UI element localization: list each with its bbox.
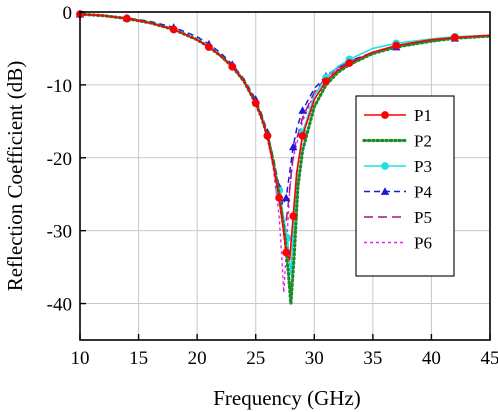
legend-box	[355, 95, 455, 277]
data-point-p1	[298, 132, 307, 140]
legend: P1 P2 P3 P4 P5 P6	[355, 95, 455, 277]
legend-label: P3	[414, 157, 432, 176]
legend-marker	[381, 111, 389, 119]
series-p1	[76, 10, 491, 261]
legend-item-p2: P2	[362, 132, 432, 151]
data-point-p1	[122, 14, 131, 23]
data-point-p1	[289, 212, 298, 220]
data-point-p1	[228, 62, 237, 71]
x-tick-label: 25	[246, 348, 265, 369]
legend-label: P1	[414, 106, 432, 125]
data-point-p1	[282, 248, 291, 257]
series-line-p1	[79, 13, 491, 261]
y-tick-label: -20	[47, 149, 72, 170]
legend-item-p5: P5	[364, 208, 432, 227]
data-point-p1	[275, 193, 284, 202]
legend-item-p3: P3	[364, 157, 432, 176]
data-point-p1	[345, 59, 354, 67]
data-point-p1	[251, 99, 260, 108]
x-tick-label: 10	[71, 348, 90, 369]
data-point-p1	[322, 77, 330, 86]
data-point-p1	[450, 33, 459, 42]
y-tick-label: -40	[47, 295, 72, 316]
y-tick-label: -10	[47, 76, 72, 97]
y-tick-label: -30	[47, 222, 72, 243]
legend-item-p4: P4	[364, 183, 432, 202]
data-point-p1	[392, 41, 401, 50]
legend-label: P2	[414, 132, 432, 151]
x-axis-label: Frequency (GHz)	[213, 386, 361, 410]
data-point-p4	[289, 142, 298, 151]
legend-item-p6: P6	[364, 234, 432, 253]
data-point-p1	[263, 132, 272, 140]
x-tick-label: 15	[129, 348, 148, 369]
series-line-p4	[79, 13, 491, 206]
axis-ticks: 10 15 20 25 30 35 40 45 0 -10 -20 -30 -40	[47, 3, 498, 369]
x-tick-label: 45	[481, 348, 498, 369]
data-point-p1	[204, 43, 213, 51]
y-tick-label: 0	[63, 3, 73, 24]
legend-label: P4	[414, 183, 432, 202]
legend-marker	[381, 162, 389, 170]
legend-label: P5	[414, 208, 432, 227]
data-point-p4	[281, 193, 291, 202]
legend-label: P6	[414, 234, 432, 253]
x-tick-label: 30	[305, 348, 324, 369]
data-point-p1	[169, 25, 178, 34]
series-layer	[75, 9, 492, 306]
x-tick-label: 20	[188, 348, 207, 369]
legend-item-p1: P1	[364, 106, 432, 125]
x-tick-label: 40	[422, 348, 441, 369]
y-axis-label: Reflection Coefficient (dB)	[3, 61, 27, 292]
legend-marker	[380, 187, 390, 195]
data-point-p4	[298, 106, 307, 114]
x-tick-label: 35	[363, 348, 382, 369]
plot-frame	[79, 11, 491, 341]
